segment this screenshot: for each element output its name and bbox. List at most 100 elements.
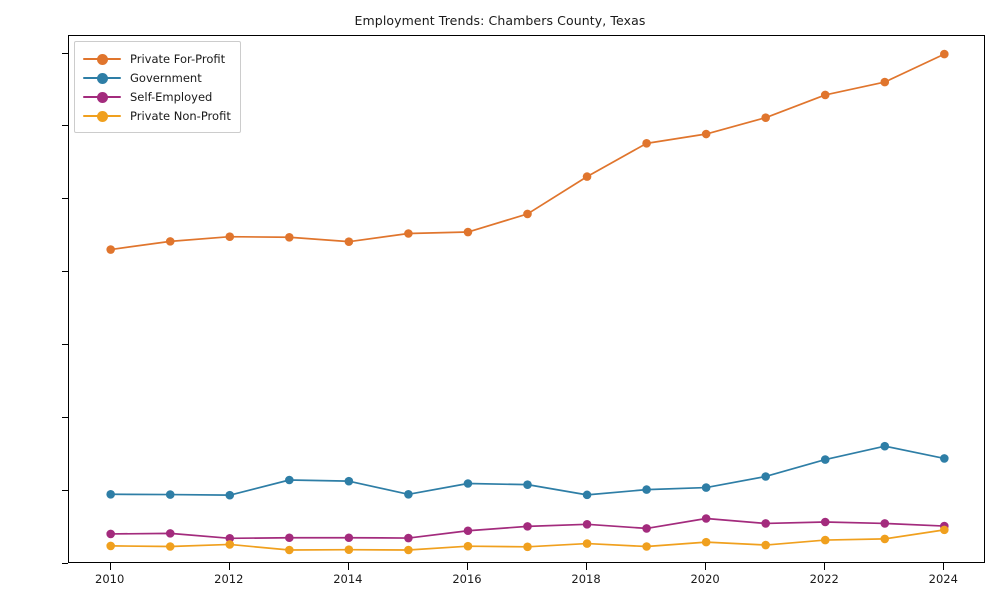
data-point: [701, 514, 711, 523]
data-point: [225, 232, 235, 241]
data-point: [940, 49, 949, 59]
data-point: [165, 237, 175, 246]
data-point: [344, 237, 354, 246]
data-point: [344, 545, 354, 555]
data-point: [344, 533, 354, 543]
x-tick-label: 2018: [571, 572, 601, 586]
data-point: [761, 472, 770, 481]
legend-label: Private For-Profit: [130, 51, 226, 66]
data-point: [582, 520, 592, 529]
y-tick-mark: [61, 125, 68, 127]
data-point: [463, 479, 473, 488]
x-tick-mark: [824, 563, 826, 570]
x-tick-mark: [347, 563, 349, 570]
data-point: [820, 90, 830, 100]
data-point: [285, 533, 294, 543]
data-point: [225, 490, 235, 500]
data-point: [880, 519, 890, 528]
x-tick-mark: [705, 563, 707, 570]
x-tick-mark: [586, 563, 588, 570]
legend-label: Self-Employed: [130, 89, 213, 104]
x-tick-label: 2010: [95, 572, 125, 586]
legend-swatch-icon: [83, 52, 121, 66]
y-tick-mark: [61, 52, 68, 54]
y-tick-mark: [61, 563, 68, 564]
data-point: [582, 490, 592, 500]
data-point: [642, 542, 651, 551]
data-point: [582, 539, 592, 548]
y-tick-mark: [61, 271, 68, 273]
data-point: [820, 517, 830, 527]
data-point: [285, 475, 294, 485]
data-point: [165, 542, 175, 551]
legend-swatch-icon: [83, 109, 121, 123]
data-point: [165, 490, 175, 499]
y-tick-mark: [61, 344, 68, 346]
x-tick-mark: [943, 563, 945, 570]
data-point: [523, 480, 532, 489]
data-point: [761, 540, 770, 550]
x-tick-label: 2014: [333, 572, 363, 586]
data-point: [880, 77, 890, 87]
x-tick-label: 2020: [690, 572, 720, 586]
data-point: [761, 519, 770, 528]
data-point: [940, 525, 949, 535]
series-government: [106, 441, 949, 500]
data-point: [701, 537, 711, 547]
data-point: [344, 476, 354, 486]
legend-swatch-icon: [83, 90, 121, 104]
x-tick-mark: [228, 563, 230, 570]
data-point: [225, 540, 235, 549]
legend-label: Government: [130, 70, 202, 85]
y-tick-mark: [61, 198, 68, 200]
data-point: [285, 232, 294, 242]
x-tick-label: 2022: [809, 572, 839, 586]
series-private-non-profit: [106, 525, 949, 555]
data-point: [404, 533, 413, 543]
x-tick-mark: [109, 563, 111, 570]
plot-lines: [106, 49, 949, 555]
legend-item: Self-Employed: [83, 87, 231, 106]
data-point: [463, 227, 473, 237]
y-tick-mark: [61, 417, 68, 419]
chart-legend: Private For-Profit Government Self-Employe…: [74, 41, 241, 133]
x-tick-label: 2012: [214, 572, 244, 586]
legend-item: Private Non-Profit: [83, 106, 231, 125]
chart-title: Employment Trends: Chambers County, Texa…: [354, 13, 646, 28]
legend-item: Government: [83, 68, 231, 87]
data-point: [106, 541, 115, 551]
data-point: [820, 455, 830, 464]
x-tick-label: 2016: [452, 572, 482, 586]
data-point: [642, 524, 651, 533]
data-point: [880, 534, 890, 544]
data-point: [404, 489, 413, 499]
data-point: [880, 441, 890, 451]
data-point: [106, 245, 115, 254]
data-point: [106, 529, 115, 539]
data-point: [404, 545, 413, 555]
data-point: [404, 229, 413, 238]
data-point: [106, 489, 115, 499]
legend-swatch-icon: [83, 71, 121, 85]
data-point: [463, 541, 473, 551]
series-self-employed: [106, 514, 949, 543]
data-point: [642, 139, 651, 148]
legend-item: Private For-Profit: [83, 49, 231, 68]
data-point: [225, 534, 235, 543]
data-point: [165, 529, 175, 538]
data-point: [940, 454, 949, 463]
data-point: [463, 526, 473, 536]
plot-area: [68, 35, 985, 563]
data-point: [820, 535, 830, 545]
data-point: [701, 129, 711, 139]
data-point: [523, 522, 532, 531]
data-point: [642, 485, 651, 494]
data-point: [523, 209, 532, 219]
data-point: [761, 113, 770, 122]
data-point: [523, 542, 532, 552]
x-tick-mark: [466, 563, 468, 570]
data-point: [285, 545, 294, 555]
x-tick-label: 2024: [928, 572, 958, 586]
y-tick-mark: [61, 490, 68, 492]
